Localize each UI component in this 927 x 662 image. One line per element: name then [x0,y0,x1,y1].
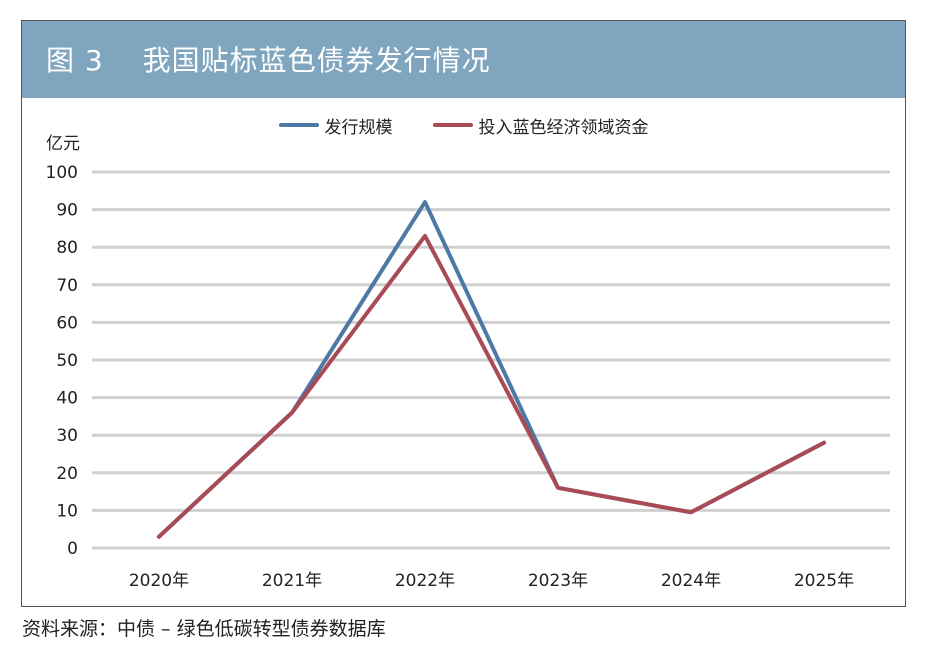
x-tick-label: 2021年 [262,571,322,591]
series-1-point [157,535,161,539]
chart-frame: 图 3 我国贴标蓝色债券发行情况 发行规模 投入蓝色经济领域资金 亿元 0 10 2… [21,20,906,607]
y-tick-label: 50 [56,351,78,371]
x-tick-label: 2022年 [395,571,455,591]
y-tick-label: 30 [56,426,78,446]
legend-label-issuance: 发行规模 [324,117,393,138]
y-tick-label: 80 [56,238,78,258]
y-tick-label: 100 [46,163,78,183]
series-line-0 [157,200,826,539]
x-tick-label: 2024年 [661,571,721,591]
series-1-point [556,486,560,490]
y-tick-label: 10 [56,501,78,521]
chart-title: 图 3 我国贴标蓝色债券发行情况 [46,44,491,77]
y-tick-label: 20 [56,464,78,484]
y-tick-label: 90 [56,201,78,221]
y-tick-label: 0 [67,539,78,559]
legend-label-blue-economy: 投入蓝色经济领域资金 [478,117,649,138]
legend-swatch-blue-economy [432,123,473,127]
legend: 发行规模 投入蓝色经济领域资金 [22,113,905,138]
line-chart: 0 10 20 30 40 50 60 70 80 90 100 2020年 2021年 2022年 202… [46,163,890,591]
x-tick-label: 2025年 [794,571,854,591]
series-line-1 [157,233,826,539]
y-tick-label: 60 [56,313,78,333]
series-0-point [423,200,427,204]
source-note: 资料来源：中债 – 绿色低碳转型债券数据库 [22,618,386,640]
y-tick-label: 70 [56,276,78,296]
x-tick-label: 2023年 [528,571,588,591]
series-1-point [423,234,427,238]
series-1-point [290,411,294,415]
x-tick-label: 2020年 [129,571,189,591]
legend-item-blue-economy: 投入蓝色经济领域资金 [432,113,649,138]
y-axis-unit-label: 亿元 [46,134,80,154]
legend-swatch-issuance [278,123,319,127]
title-banner: 图 3 我国贴标蓝色债券发行情况 [22,21,905,98]
y-tick-label: 40 [56,389,78,409]
series-1-point [689,510,693,514]
series-1-point [822,441,826,445]
legend-item-issuance: 发行规模 [278,113,393,138]
